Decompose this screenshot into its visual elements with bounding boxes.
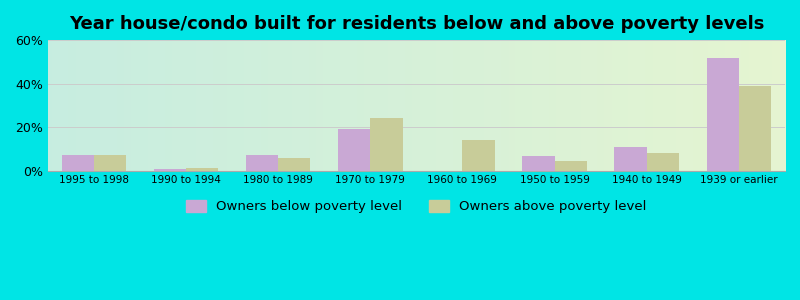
Bar xyxy=(739,86,771,171)
Bar xyxy=(186,168,218,171)
Bar xyxy=(706,58,739,171)
Bar xyxy=(370,118,402,171)
Legend: Owners below poverty level, Owners above poverty level: Owners below poverty level, Owners above… xyxy=(181,195,652,219)
Bar xyxy=(62,155,94,171)
Bar xyxy=(646,153,679,171)
Bar xyxy=(338,129,370,171)
Title: Year house/condo built for residents below and above poverty levels: Year house/condo built for residents bel… xyxy=(69,15,764,33)
Bar xyxy=(246,155,278,171)
Bar xyxy=(614,147,646,171)
Bar xyxy=(94,155,126,171)
Bar xyxy=(278,158,310,171)
Bar xyxy=(154,169,186,171)
Bar xyxy=(522,156,554,171)
Bar xyxy=(554,161,587,171)
Bar xyxy=(462,140,494,171)
